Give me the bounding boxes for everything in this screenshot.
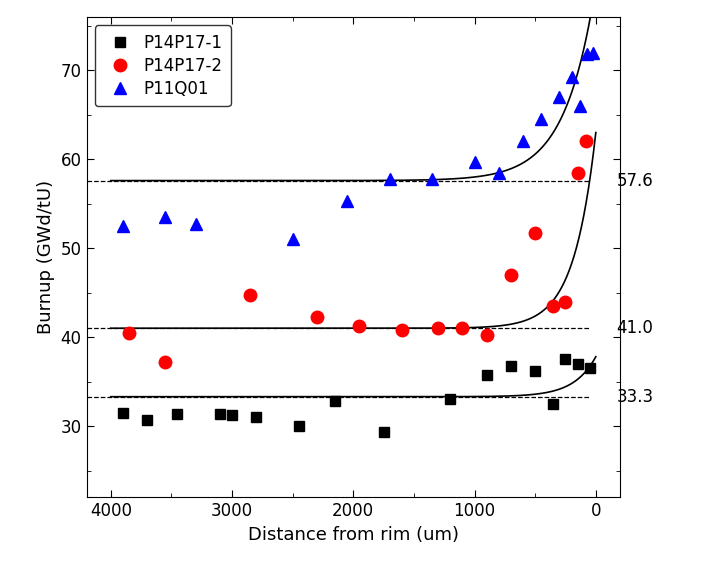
P14P17-1 bbox=[507, 362, 516, 369]
P14P17-2 bbox=[531, 229, 539, 236]
Line: P11Q01: P11Q01 bbox=[117, 46, 600, 246]
P11Q01 bbox=[385, 175, 394, 182]
P14P17-1 bbox=[549, 401, 558, 407]
P14P17-2 bbox=[246, 292, 255, 299]
P14P17-2 bbox=[582, 138, 590, 145]
P14P17-2 bbox=[482, 332, 491, 339]
P14P17-2 bbox=[573, 169, 582, 176]
P14P17-1 bbox=[118, 409, 127, 416]
P14P17-2 bbox=[507, 271, 516, 278]
Text: 41.0: 41.0 bbox=[616, 319, 653, 337]
P14P17-2 bbox=[458, 325, 466, 332]
P11Q01 bbox=[288, 236, 297, 243]
P14P17-1 bbox=[585, 365, 594, 372]
P14P17-2 bbox=[161, 359, 169, 366]
P14P17-2 bbox=[397, 327, 406, 333]
P14P17-2 bbox=[434, 325, 443, 332]
Text: 57.6: 57.6 bbox=[616, 172, 653, 190]
P14P17-1 bbox=[531, 367, 539, 374]
P11Q01 bbox=[537, 116, 546, 123]
P11Q01 bbox=[567, 73, 576, 80]
P11Q01 bbox=[495, 169, 503, 176]
P11Q01 bbox=[575, 102, 584, 109]
P11Q01 bbox=[583, 51, 592, 58]
P14P17-2 bbox=[125, 329, 133, 336]
P14P17-2 bbox=[355, 322, 363, 329]
Line: P14P17-1: P14P17-1 bbox=[118, 354, 595, 437]
P14P17-2 bbox=[549, 303, 558, 310]
P11Q01 bbox=[161, 214, 169, 220]
P14P17-1 bbox=[379, 429, 388, 436]
P14P17-1 bbox=[482, 372, 491, 379]
P14P17-1 bbox=[228, 412, 236, 419]
P11Q01 bbox=[518, 138, 527, 145]
P14P17-2 bbox=[561, 298, 570, 305]
Text: 33.3: 33.3 bbox=[616, 388, 653, 406]
P14P17-1 bbox=[561, 356, 570, 363]
P11Q01 bbox=[343, 198, 352, 205]
Line: P14P17-2: P14P17-2 bbox=[123, 135, 593, 368]
Legend: P14P17-1, P14P17-2, P11Q01: P14P17-1, P14P17-2, P11Q01 bbox=[95, 25, 231, 106]
P14P17-1 bbox=[143, 416, 151, 423]
P11Q01 bbox=[589, 49, 598, 56]
P11Q01 bbox=[555, 94, 564, 101]
Y-axis label: Burnup (GWd/tU): Burnup (GWd/tU) bbox=[37, 180, 55, 334]
P11Q01 bbox=[470, 159, 479, 166]
P14P17-1 bbox=[173, 411, 182, 418]
P14P17-1 bbox=[294, 423, 303, 429]
P14P17-1 bbox=[331, 398, 340, 405]
P14P17-1 bbox=[252, 414, 260, 420]
P14P17-2 bbox=[313, 313, 322, 320]
P14P17-1 bbox=[446, 396, 455, 403]
P11Q01 bbox=[191, 221, 200, 228]
P11Q01 bbox=[118, 223, 127, 229]
P11Q01 bbox=[428, 175, 436, 182]
P14P17-1 bbox=[573, 360, 582, 367]
X-axis label: Distance from rim (um): Distance from rim (um) bbox=[248, 525, 459, 544]
P14P17-1 bbox=[216, 411, 224, 418]
